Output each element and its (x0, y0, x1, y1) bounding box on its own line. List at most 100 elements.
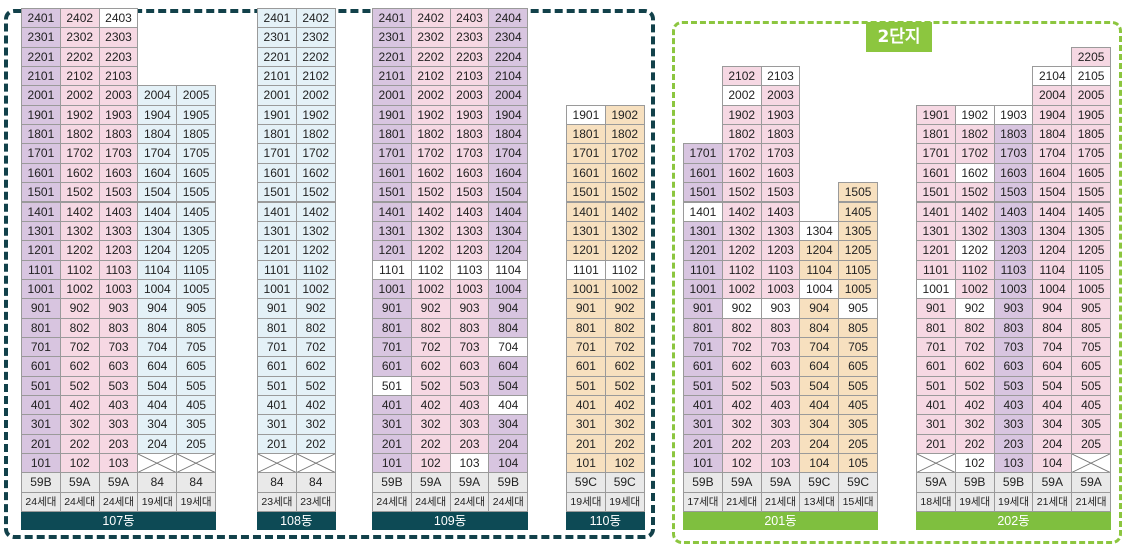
unit-cell: 204 (137, 433, 178, 455)
unit-cell: 1303 (993, 220, 1034, 242)
unit-cell: 705 (176, 336, 216, 358)
unit-cell: 2002 (295, 85, 336, 106)
unit-cell: 403 (760, 395, 801, 416)
unit-cell: 105 (838, 453, 878, 474)
unit-cell: 602 (604, 356, 645, 377)
unit-cell: 1305 (838, 220, 878, 242)
unit-cell: 303 (993, 414, 1034, 435)
unit-cell: 1805 (1071, 124, 1111, 145)
unit-cell: 1702 (721, 143, 762, 164)
unit-cell: 602 (410, 356, 451, 377)
unit-cell: 2004 (488, 85, 529, 106)
unit-cell: 301 (683, 414, 723, 435)
unit-cell: 1802 (59, 124, 100, 145)
unit-cell: 2001 (21, 85, 61, 106)
unit-cell: 1803 (993, 124, 1034, 145)
unit-cell: 401 (257, 395, 297, 416)
unit-cell: 905 (176, 298, 216, 319)
complex-2-title: 2단지 (866, 22, 932, 52)
unit-cell: 201 (372, 433, 412, 455)
unit-type-label: 59A (410, 472, 451, 493)
unit-cell: 801 (21, 317, 61, 338)
unit-cell: 702 (954, 336, 995, 358)
unit-cell: 1002 (604, 278, 645, 300)
unit-cell: 704 (1032, 336, 1073, 358)
unit-cell: 1001 (372, 278, 412, 300)
unit-cell: 1304 (1032, 220, 1073, 242)
unit-cell: 1301 (683, 220, 723, 242)
unit-cell: 201 (21, 433, 61, 455)
unit-cell: 904 (488, 298, 529, 319)
unit-cell: 2002 (410, 85, 451, 106)
unit-cell: 201 (683, 433, 723, 455)
unit-cell: 1004 (1032, 278, 1073, 300)
unit-cell: 704 (799, 336, 840, 358)
unit-cell: 2004 (1032, 85, 1073, 106)
unit-type-label: 84 (257, 472, 297, 493)
unit-cell: 603 (760, 356, 801, 377)
unit-cell: 603 (993, 356, 1034, 377)
building-label: 201동 (683, 512, 878, 531)
unit-cell: 2302 (295, 27, 336, 48)
unit-cell: 1004 (799, 278, 840, 300)
unit-cell: 603 (449, 356, 490, 377)
unit-cell: 2302 (410, 27, 451, 48)
unit-cell: 303 (98, 414, 139, 435)
unit-cell: 2404 (488, 8, 529, 29)
unit-type-label: 59A (1032, 472, 1073, 493)
unit-cell: 1301 (566, 220, 606, 242)
unit-cell: 504 (137, 375, 178, 396)
unit-cell: 505 (1071, 375, 1111, 396)
unit-cell: 705 (1071, 336, 1111, 358)
unit-cell: 901 (21, 298, 61, 319)
unit-cell: 2103 (449, 66, 490, 87)
unit-cell: 503 (993, 375, 1034, 396)
unit-cell: 402 (604, 395, 645, 416)
unit-cell: 1405 (176, 201, 216, 222)
unit-cell: 1602 (954, 162, 995, 184)
unit-cell: 1904 (1032, 104, 1073, 126)
unit-cell: 402 (295, 395, 336, 416)
unit-cell: 403 (993, 395, 1034, 416)
unit-cell: 1004 (137, 278, 178, 300)
unit-cell: 904 (137, 298, 178, 319)
unit-cell: 801 (683, 317, 723, 338)
unit-cell: 304 (1032, 414, 1073, 435)
unit-cell: 703 (98, 336, 139, 358)
unit-cell: 201 (257, 433, 297, 455)
unit-cell: 1401 (566, 201, 606, 222)
unit-cell: 1304 (137, 220, 178, 242)
unit-cell: 101 (21, 453, 61, 474)
unit-cell: 1305 (176, 220, 216, 242)
unit-cell: 1802 (410, 124, 451, 145)
unit-cell: 804 (1032, 317, 1073, 338)
unit-cell: 901 (257, 298, 297, 319)
unit-cell: 1202 (721, 240, 762, 261)
unit-cell: 1101 (916, 259, 956, 280)
unit-cell: 1203 (449, 240, 490, 261)
unit-type-label: 84 (137, 472, 178, 493)
unit-cell: 1802 (604, 124, 645, 145)
unit-cell: 1502 (295, 182, 336, 203)
unit-cell: 1601 (21, 162, 61, 184)
unit-cell: 1005 (176, 278, 216, 300)
unit-cell: 1003 (98, 278, 139, 300)
unit-cell: 2004 (137, 85, 178, 106)
unit-cell: 1702 (604, 143, 645, 164)
household-count-label: 24세대 (410, 491, 451, 513)
unit-cell: 602 (721, 356, 762, 377)
unit-cell: 701 (566, 336, 606, 358)
unit-cell: 604 (1032, 356, 1073, 377)
unit-cell: 405 (176, 395, 216, 416)
unit-cell: 401 (683, 395, 723, 416)
unit-cell: 702 (59, 336, 100, 358)
unit-cell: 1501 (916, 182, 956, 203)
household-count-label: 21세대 (721, 491, 762, 513)
no-unit-cross-icon (295, 453, 336, 474)
unit-cell: 1303 (760, 220, 801, 242)
household-count-label: 19세대 (176, 491, 216, 513)
unit-cell: 1502 (59, 182, 100, 203)
unit-cell: 2402 (295, 8, 336, 29)
unit-cell: 201 (566, 433, 606, 455)
household-count-label: 21세대 (1071, 491, 1111, 513)
